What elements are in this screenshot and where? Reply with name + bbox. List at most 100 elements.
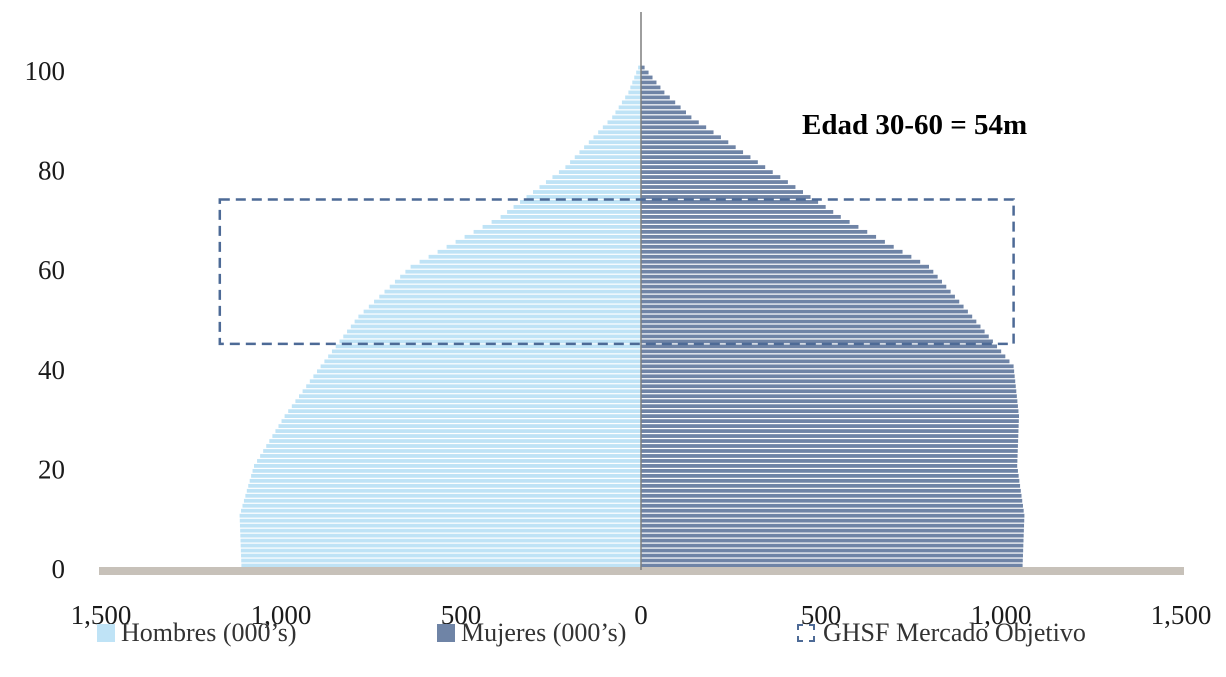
legend-label-target: GHSF Mercado Objetivo: [823, 618, 1086, 647]
mujeres-bar: [641, 160, 758, 165]
mujeres-bar: [641, 170, 773, 174]
mujeres-bar: [641, 264, 929, 269]
hombres-bar: [320, 364, 641, 369]
mujeres-bar: [641, 523, 1025, 528]
hombres-bar: [302, 389, 641, 394]
mujeres-bar: [641, 464, 1018, 468]
mujeres-bar: [641, 513, 1025, 518]
hombres-bar: [343, 334, 641, 339]
hombres-bar: [552, 175, 641, 179]
hombres-bar: [281, 419, 641, 423]
mujeres-bar: [641, 90, 665, 95]
mujeres-bar: [641, 254, 912, 259]
hombres-bar: [368, 304, 641, 309]
y-tick-label: 100: [25, 56, 66, 86]
hombres-bar: [249, 478, 641, 483]
mujeres-bar: [641, 105, 681, 110]
legend-item-target: GHSF Mercado Objetivo: [797, 618, 1086, 648]
hombres-bar: [240, 548, 642, 553]
hombres-bar: [379, 294, 641, 299]
hombres-bar: [607, 120, 641, 125]
hombres-bar: [593, 135, 641, 140]
hombres-bar: [313, 374, 641, 379]
hombres-bar: [389, 284, 641, 289]
mujeres-bar: [641, 419, 1019, 423]
hombres-bar: [410, 264, 641, 269]
mujeres-bar: [641, 454, 1018, 458]
hombres-bar: [579, 150, 641, 155]
hombres-bar: [634, 75, 641, 80]
hombres-bar: [473, 229, 641, 234]
mujeres-bar: [641, 389, 1017, 394]
hombres-bar: [618, 105, 641, 110]
hombres-bar: [263, 449, 641, 453]
hombres-bar: [284, 414, 641, 418]
hombres-bar: [317, 369, 641, 374]
hombres-bar: [520, 200, 641, 204]
target-market-box: [218, 198, 1015, 346]
hombres-bar: [500, 215, 641, 219]
hombres-bar: [241, 558, 641, 563]
hombres-bar: [636, 70, 641, 75]
hombres-bar: [295, 399, 641, 404]
mujeres-bar: [641, 210, 834, 214]
hombres-bar: [335, 344, 641, 349]
mujeres-bar: [641, 558, 1023, 563]
y-tick-label: 0: [52, 554, 66, 584]
mujeres-bar: [641, 274, 938, 279]
hombres-bar: [507, 210, 641, 214]
hombres-bar: [240, 528, 641, 533]
mujeres-bar: [641, 95, 670, 100]
mujeres-bar: [641, 444, 1018, 448]
mujeres-bar: [641, 190, 803, 194]
x-axis-baseline: [99, 567, 1184, 575]
mujeres-bar: [641, 205, 826, 209]
legend: Hombres (000’s) Mujeres (000’s) GHSF Mer…: [0, 618, 1226, 658]
hombres-bar: [269, 439, 641, 443]
hombres-bar: [621, 100, 641, 105]
hombres-bar: [363, 309, 641, 314]
hombres-bar: [437, 249, 641, 254]
mujeres-bar: [641, 518, 1025, 523]
hombres-bar: [246, 488, 642, 493]
mujeres-bar: [641, 215, 841, 219]
y-tick-label: 60: [38, 255, 65, 285]
hombres-bar: [239, 513, 641, 518]
mujeres-bar: [641, 399, 1018, 404]
hombres-bar: [570, 160, 641, 165]
hombres-bar: [324, 359, 641, 364]
hombres-bar: [241, 563, 641, 568]
mujeres-bar: [641, 429, 1019, 433]
mujeres-bar: [641, 459, 1018, 463]
y-axis-tick-labels: 0 20 40 60 80 100: [25, 56, 66, 584]
hombres-bar: [374, 299, 641, 304]
mujeres-bar: [641, 533, 1024, 538]
hombres-bar: [612, 115, 641, 120]
mujeres-bar: [641, 65, 645, 70]
hombres-bar: [241, 553, 642, 558]
hombres-bar: [240, 533, 641, 538]
hombres-bar: [328, 354, 641, 359]
legend-label-hombres: Hombres (000’s): [121, 618, 297, 647]
hombres-bar: [358, 314, 641, 319]
hombres-bar: [275, 429, 641, 433]
hombres-bar: [419, 259, 641, 264]
hombres-bar: [455, 239, 641, 244]
hombres-bar: [288, 409, 641, 414]
hombres-bar: [243, 498, 642, 503]
x-tick-label: 1,000: [251, 600, 312, 630]
legend-item-mujeres: Mujeres (000’s): [437, 618, 626, 648]
y-tick-label: 40: [38, 355, 65, 385]
y-tick-label: 80: [38, 156, 65, 186]
mujeres-bar: [641, 374, 1015, 379]
hombres-bar: [260, 454, 641, 458]
hombres-bar: [632, 80, 641, 85]
mujeres-bar: [641, 70, 649, 75]
mujeres-bar: [641, 220, 850, 224]
mujeres-bar: [641, 75, 653, 80]
mujeres-bar: [641, 269, 934, 274]
mujeres-bar: [641, 175, 781, 179]
mujeres-bar: [641, 299, 960, 304]
mujeres-bar: [641, 424, 1019, 428]
